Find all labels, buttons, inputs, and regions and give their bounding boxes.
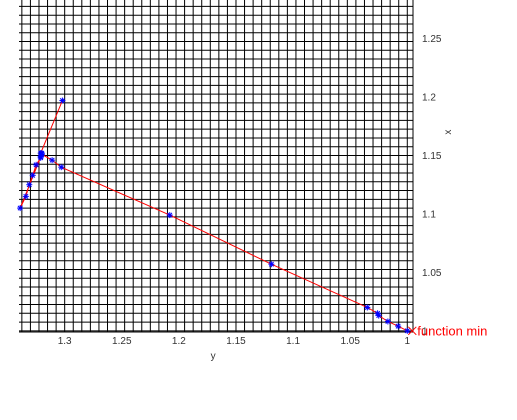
y-tick-label: 1.15 (422, 151, 442, 162)
annotation-label: function min (417, 323, 487, 338)
series (17, 97, 411, 334)
data-point-marker (29, 172, 36, 179)
y-tick-label: 1.2 (422, 93, 436, 104)
data-point-marker (166, 212, 173, 219)
data-point-marker (49, 157, 56, 164)
data-point-marker (58, 164, 65, 171)
series-line (19, 100, 408, 332)
y-tick-label: 1 (422, 326, 428, 337)
annotations: function min (407, 323, 487, 338)
data-point-marker (59, 97, 66, 104)
x-tick-label: 1.25 (112, 336, 132, 347)
x-tick-label: 1.05 (340, 336, 360, 347)
data-point-marker (268, 261, 275, 268)
data-point-marker (38, 151, 45, 158)
y-tick-label: 1.05 (422, 268, 442, 279)
y-tick-label: 1.1 (422, 209, 436, 220)
grid (19, 0, 413, 332)
data-point-marker (33, 161, 40, 168)
x-tick-label: 1 (405, 336, 411, 347)
data-point-marker (384, 318, 391, 325)
data-point-marker (26, 181, 33, 188)
x-tick-label: 1.1 (286, 336, 300, 347)
x-tick-label: 1.2 (172, 336, 186, 347)
data-point-marker (404, 327, 411, 334)
annotation: function min (407, 323, 487, 338)
annotation-marker (407, 326, 417, 336)
data-point-marker (364, 304, 371, 311)
x-tick-label: 1.15 (226, 336, 246, 347)
data-point-marker (17, 205, 24, 212)
x-axis-label: y (211, 351, 216, 362)
data-point-marker (22, 193, 29, 200)
x-tick-label: 1.3 (58, 336, 72, 347)
data-point-marker (375, 312, 382, 319)
y-axis-label: x (443, 130, 454, 135)
y-tick-label: 1.25 (422, 34, 442, 45)
axes: 1.3 1.25 1.2 1.15 1.1 1.05 1 1.25 1.2 1.15 1.1 1.05… (19, 0, 454, 362)
data-point-marker (395, 323, 402, 330)
